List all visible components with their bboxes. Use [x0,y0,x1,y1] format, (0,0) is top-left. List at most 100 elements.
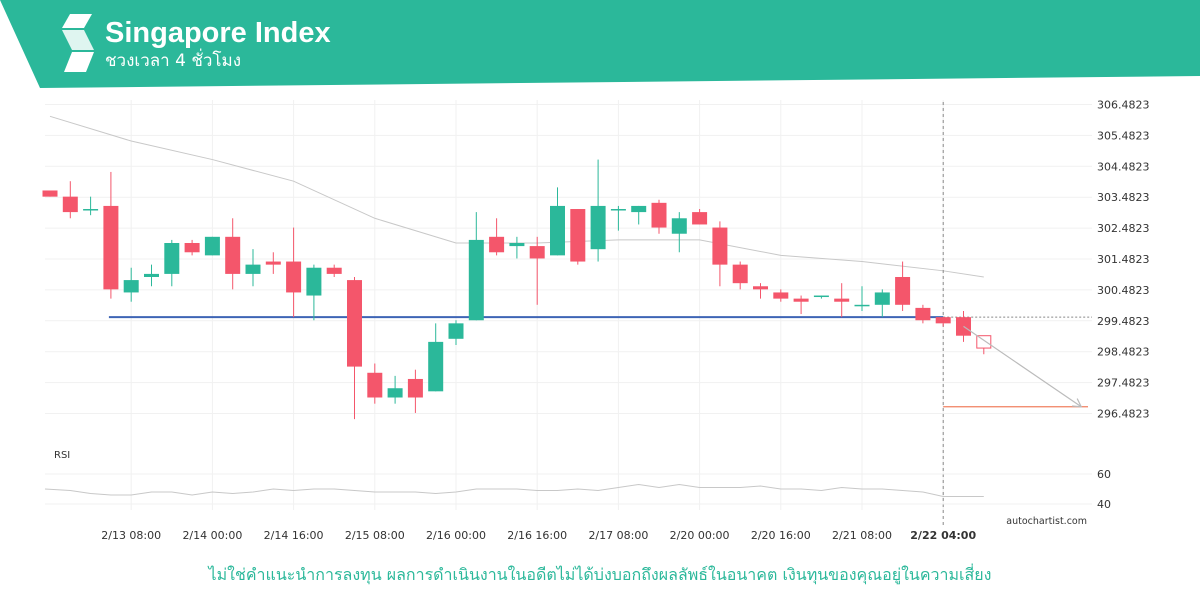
candle-body [286,261,302,293]
candle-body [509,243,525,247]
candle [509,236,525,259]
time-tick-label: 2/17 08:00 [588,529,648,542]
candle-body [367,372,383,398]
price-tick-label: 300.4823 [1097,284,1150,297]
candle [164,239,180,287]
candle-body [123,280,139,293]
candle-body [225,236,241,274]
candle [42,190,58,197]
candle [712,221,728,287]
candle [651,199,667,234]
price-tick-label: 299.4823 [1097,315,1150,328]
candle-body-forming [976,335,992,349]
candle-body [347,280,362,367]
candle [265,252,281,274]
candle [834,283,850,318]
candle [570,209,586,265]
candle-body [184,243,200,253]
price-axis: 306.4823 305.4823 304.4823 303.4823 302.4823… [1097,99,1150,421]
candle-body [671,218,687,234]
rsi-label: RSI [54,450,70,461]
time-tick-label: 2/15 08:00 [345,529,405,542]
price-tick-label: 302.4823 [1097,222,1150,235]
time-tick-label: 2/14 00:00 [182,529,242,542]
candle-body [773,292,789,299]
price-tick-label: 303.4823 [1097,191,1150,204]
candle [631,205,647,225]
candle-body [813,295,829,298]
candle [692,209,708,225]
price-tick-label: 301.4823 [1097,253,1150,266]
candle [753,283,768,299]
price-tick-label: 298.4823 [1097,346,1150,359]
rsi-tick-label: 40 [1097,498,1111,511]
candle [610,205,626,231]
timeframe-subtitle: ชวงเวลา 4 ชั่วโมง [105,51,242,71]
candle-body [631,205,647,213]
candle-body [42,190,58,197]
autochartist-s-logo-icon [62,14,94,72]
candle [123,267,139,302]
candle-body [407,378,423,398]
candle-body [935,317,951,324]
rsi-line [44,483,984,497]
candles-layer [42,159,992,420]
candle-body [732,264,748,284]
candle [956,310,971,342]
header-banner [0,0,1200,88]
candle-body [793,298,809,302]
time-tick-label: 2/14 16:00 [264,529,324,542]
rsi-tick-label: 60 [1097,468,1111,481]
price-tick-label: 297.4823 [1097,377,1150,390]
candle [874,289,890,318]
candle-body [915,307,931,321]
time-tick-label: 2/20 16:00 [751,529,811,542]
candle [387,375,403,404]
candle [448,320,464,345]
candle [144,264,159,287]
candle-body [550,205,565,256]
candle [915,304,931,324]
candle [590,159,606,262]
candle [732,261,748,290]
candle [286,227,302,318]
instrument-title: Singapore Index [105,17,331,49]
candle [854,286,870,311]
candle-body [103,205,119,290]
candle-body [570,209,586,262]
candle-body [651,202,667,228]
price-tick-label: 306.4823 [1097,99,1150,112]
time-tick-label: 2/16 00:00 [426,529,486,542]
candle-body [164,243,180,274]
candle [935,317,951,327]
candle-body [753,286,768,290]
candle [225,218,241,290]
candle-body [834,298,850,302]
candle-body [956,317,971,336]
candle [83,196,99,216]
risk-disclaimer: ไม่ใช่คำแนะนำการลงทุน ผลการดำเนินงานในอด… [208,565,992,584]
candle-body [204,236,220,256]
candle [773,289,789,302]
candle-body [529,246,545,259]
candle-body [854,304,870,307]
candle [550,187,565,256]
price-tick-label: 305.4823 [1097,129,1150,142]
time-tick-label: 2/16 16:00 [507,529,567,542]
price-tick-label: 304.4823 [1097,160,1150,173]
candle [793,295,809,315]
time-tick-label: 2/20 00:00 [670,529,730,542]
candle-body [326,267,342,274]
price-tick-label: 296.4823 [1097,408,1150,421]
candle [245,249,261,287]
candle-body [489,236,505,253]
forecast-layer [963,325,1083,408]
candle-body [448,323,464,339]
candle [976,335,992,355]
candle [103,171,119,299]
price-chart: 306.4823 305.4823 304.4823 303.4823 302.4823… [42,99,1150,542]
time-tick-label: 2/13 08:00 [101,529,161,542]
time-tick-label: 2/22 04:00 [910,529,976,542]
candle [813,295,829,299]
forecast-line [963,325,1082,408]
